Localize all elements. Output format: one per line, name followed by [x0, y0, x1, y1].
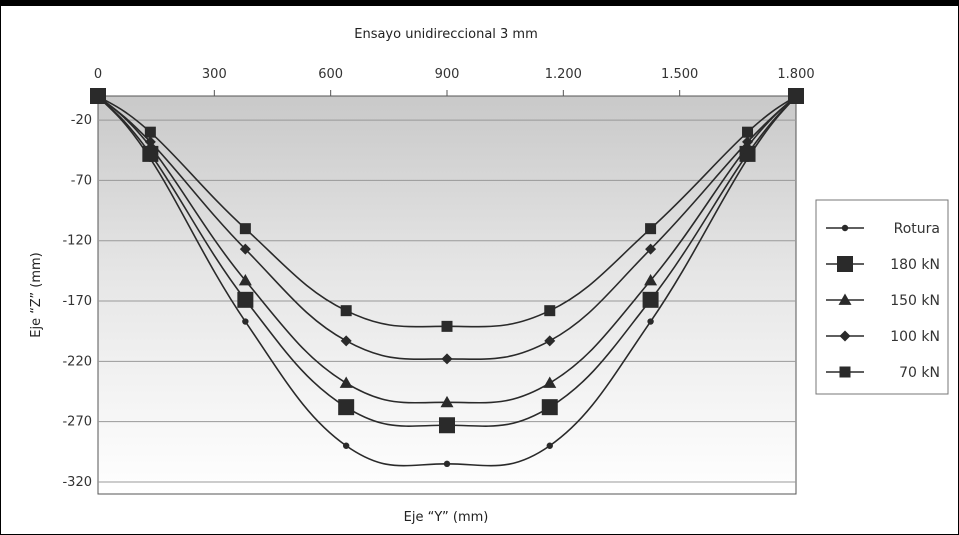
marker-triangle: [543, 376, 557, 388]
marker-square: [239, 223, 251, 235]
marker-square: [441, 320, 453, 332]
legend-item: 70 kN: [826, 365, 940, 381]
marker-circle: [647, 318, 654, 325]
marker-diamond: [340, 335, 352, 347]
marker-diamond: [742, 136, 754, 148]
marker-circle: [342, 442, 350, 449]
marker-diamond: [441, 353, 453, 365]
legend-item: 100 kN: [826, 329, 940, 345]
marker-circle: [242, 318, 249, 325]
y-tick-label: -120: [62, 234, 92, 249]
marker-triangle: [440, 395, 454, 408]
x-tick-label: 1.800: [777, 67, 814, 82]
marker-square: [544, 305, 556, 317]
marker-circle-legend: [841, 224, 849, 232]
legend-item: 150 kN: [826, 293, 940, 309]
legend-label: 70 kN: [899, 365, 940, 381]
y-tick-label: -70: [71, 173, 92, 188]
marker-large-square: [237, 291, 254, 308]
marker-large-square: [642, 291, 659, 308]
marker-triangle-legend: [838, 293, 852, 305]
x-tick-label: 900: [435, 67, 460, 82]
marker-square: [92, 90, 104, 102]
y-axis-title: Eje “Z” (mm): [29, 252, 44, 337]
marker-square: [645, 223, 657, 235]
marker-square: [340, 305, 352, 317]
x-tick-label: 1.200: [545, 67, 582, 82]
x-tick-label: 0: [94, 67, 102, 82]
legend: Rotura 180 kN 150 kN 100 kN 70 kN: [815, 199, 949, 395]
marker-circle: [443, 460, 451, 468]
marker-triangle: [238, 274, 252, 286]
marker-large-square-legend: [837, 256, 853, 272]
legend-label: 150 kN: [890, 293, 940, 309]
plot-area: [97, 95, 797, 495]
marker-diamond: [645, 243, 657, 255]
x-axis-title: Eje “Y” (mm): [404, 510, 489, 525]
chart-title: Ensayo unidireccional 3 mm: [354, 27, 538, 42]
marker-diamond-legend: [839, 330, 851, 342]
x-tick-label: 1.500: [661, 67, 698, 82]
marker-triangle: [644, 274, 658, 286]
marker-large-square: [439, 417, 455, 434]
legend-label: 180 kN: [890, 257, 940, 273]
marker-large-square: [338, 399, 355, 416]
marker-square: [790, 90, 802, 102]
y-tick-label: -20: [71, 113, 92, 128]
legend-item: Rotura: [826, 221, 940, 237]
legend-label: Rotura: [894, 221, 940, 237]
marker-large-square: [541, 399, 558, 416]
legend-box: [815, 199, 949, 395]
legend-item: 180 kN: [826, 256, 940, 273]
y-axis-ticks: -20 -70 -120 -170 -220 -270 -320: [62, 113, 92, 490]
marker-square: [742, 126, 754, 138]
marker-square-legend: [839, 366, 851, 378]
y-tick-label: -320: [62, 475, 92, 490]
marker-square: [144, 126, 156, 138]
legend-label: 100 kN: [890, 329, 940, 345]
marker-triangle: [339, 376, 353, 388]
x-tick-label: 600: [318, 67, 343, 82]
series-70-kn: [92, 90, 802, 332]
marker-circle: [546, 442, 553, 449]
y-tick-label: -220: [62, 354, 92, 369]
marker-diamond: [144, 136, 156, 148]
series-group: [90, 88, 804, 468]
y-tick-label: -170: [62, 294, 92, 309]
x-tick-label: 300: [202, 67, 227, 82]
marker-diamond: [544, 335, 556, 347]
marker-diamond: [239, 243, 251, 255]
y-tick-label: -270: [62, 415, 92, 430]
